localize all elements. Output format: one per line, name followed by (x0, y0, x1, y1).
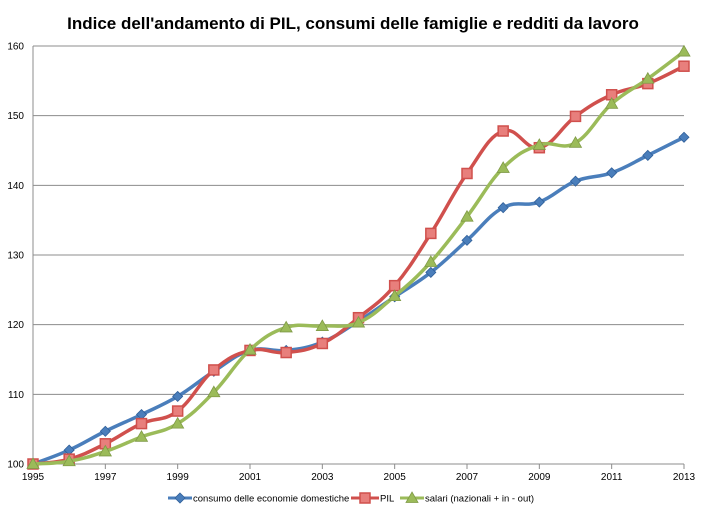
x-tick-label: 2013 (673, 472, 696, 483)
data-point (497, 202, 509, 214)
data-point (351, 315, 366, 328)
data-point (424, 255, 438, 267)
data-point (461, 234, 473, 246)
data-point (316, 337, 329, 350)
legend-label: salari (nazionali + in - out) (425, 494, 534, 505)
data-point (99, 425, 111, 437)
data-point (280, 346, 292, 359)
data-point (606, 167, 618, 179)
data-point (569, 110, 582, 123)
x-tick-label: 2003 (311, 472, 334, 483)
data-point (134, 430, 149, 442)
data-point (568, 136, 583, 148)
data-point (279, 320, 293, 333)
series-line (31, 135, 686, 466)
data-point (677, 44, 691, 57)
series-2 (27, 60, 690, 470)
y-tick-label: 110 (8, 390, 24, 401)
data-point (387, 289, 402, 302)
axis-labels: 100 110 120 130 140 150 160 1995 1997 1999 2001 200… (7, 42, 695, 484)
data-point (497, 125, 509, 137)
legend-label: consumo delle economie domestiche (193, 494, 349, 505)
y-tick-label: 140 (7, 181, 24, 192)
series-3 (26, 44, 691, 469)
data-point (642, 149, 654, 161)
data-point (425, 266, 437, 278)
data-point (388, 279, 401, 292)
data-point (425, 227, 437, 240)
x-tick-label: 2007 (456, 472, 479, 483)
x-tick-label: 1995 (22, 472, 45, 483)
data-point (641, 71, 655, 84)
data-point (172, 390, 184, 402)
data-point (171, 405, 184, 417)
y-tick-label: 150 (7, 111, 24, 122)
data-point (208, 364, 220, 376)
data-point (26, 457, 40, 469)
legend-item-3: salari (nazionali + in - out) (400, 491, 534, 505)
data-point (533, 196, 545, 208)
x-tick-label: 2001 (239, 472, 262, 483)
data-point (461, 167, 473, 180)
data-point (207, 385, 221, 398)
y-tick-label: 100 (7, 460, 24, 471)
x-tick-label: 1999 (167, 472, 190, 483)
y-tick-label: 160 (7, 42, 24, 53)
data-point (496, 161, 510, 173)
data-point (604, 97, 619, 109)
data-point (170, 416, 185, 429)
legend-item-1: consumo delle economie domestiche (168, 492, 349, 505)
series-layer (26, 44, 691, 470)
data-point (62, 454, 76, 467)
x-tick-label: 2005 (384, 472, 407, 483)
data-point (678, 131, 690, 143)
data-point (243, 342, 257, 355)
data-point (98, 444, 113, 457)
legend-item-2: PIL (351, 492, 394, 505)
x-tick-label: 2011 (601, 472, 623, 483)
series-line (31, 64, 686, 466)
data-point (460, 209, 474, 222)
legend-swatch-marker (405, 491, 419, 503)
x-tick-label: 1997 (94, 472, 117, 483)
y-tick-label: 120 (7, 320, 24, 331)
legend: consumo delle economie domestiche PIL sala… (168, 491, 534, 505)
data-point (532, 138, 547, 150)
legend-swatch-marker (174, 492, 186, 504)
series-line (31, 49, 686, 466)
x-tick-label: 2009 (528, 472, 551, 483)
data-point (315, 319, 330, 331)
chart-title: Indice dell'andamento di PIL, consumi de… (67, 14, 639, 33)
series-1 (27, 131, 690, 470)
legend-swatch-marker (359, 492, 371, 504)
data-point (678, 60, 690, 72)
data-point (569, 175, 582, 187)
y-tick-label: 130 (7, 251, 24, 262)
data-point (135, 417, 148, 430)
legend-label: PIL (380, 494, 394, 505)
